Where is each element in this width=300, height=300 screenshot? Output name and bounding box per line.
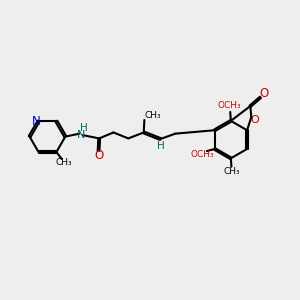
Text: OCH₃: OCH₃	[190, 150, 214, 159]
Text: O: O	[250, 115, 259, 124]
Text: H: H	[80, 123, 88, 133]
Text: CH₃: CH₃	[145, 111, 162, 120]
Text: O: O	[260, 87, 269, 100]
Text: CH₃: CH₃	[224, 167, 240, 176]
Text: OCH₃: OCH₃	[218, 101, 242, 110]
Text: N: N	[32, 115, 41, 128]
Text: H: H	[157, 140, 165, 151]
Text: N: N	[76, 130, 85, 140]
Text: CH₃: CH₃	[56, 158, 72, 167]
Text: O: O	[94, 149, 103, 162]
